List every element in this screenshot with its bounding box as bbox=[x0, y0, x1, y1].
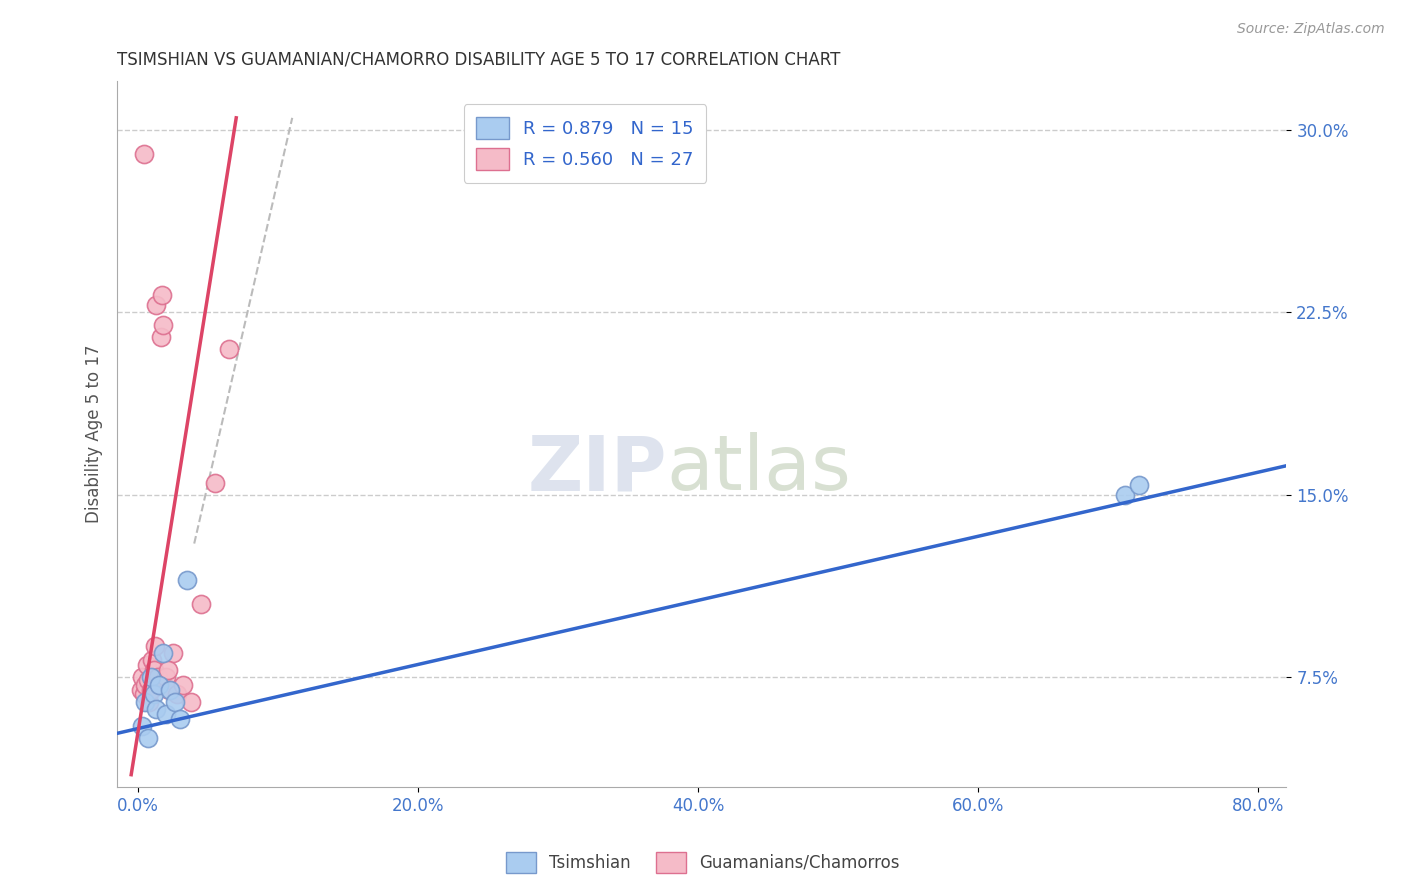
Point bbox=[176, 573, 198, 587]
Text: ZIP: ZIP bbox=[527, 433, 666, 507]
Point bbox=[152, 646, 174, 660]
Point bbox=[129, 682, 152, 697]
Point bbox=[156, 663, 179, 677]
Point bbox=[139, 670, 162, 684]
Point bbox=[131, 719, 153, 733]
Point bbox=[150, 288, 173, 302]
Point bbox=[166, 687, 188, 701]
Point bbox=[134, 678, 156, 692]
Text: atlas: atlas bbox=[666, 433, 852, 507]
Point bbox=[143, 639, 166, 653]
Point bbox=[138, 695, 160, 709]
Point bbox=[159, 682, 181, 697]
Point bbox=[134, 695, 156, 709]
Point bbox=[152, 318, 174, 332]
Point bbox=[148, 678, 170, 692]
Point bbox=[141, 653, 163, 667]
Point bbox=[142, 663, 165, 677]
Point bbox=[155, 706, 177, 721]
Point bbox=[218, 342, 240, 356]
Point bbox=[163, 695, 186, 709]
Point bbox=[139, 682, 162, 697]
Point bbox=[142, 687, 165, 701]
Point bbox=[172, 678, 194, 692]
Point bbox=[136, 673, 159, 687]
Point bbox=[132, 687, 155, 701]
Point bbox=[180, 695, 202, 709]
Point bbox=[1114, 488, 1136, 502]
Point bbox=[169, 712, 191, 726]
Point bbox=[162, 646, 184, 660]
Point bbox=[145, 702, 167, 716]
Text: Source: ZipAtlas.com: Source: ZipAtlas.com bbox=[1237, 22, 1385, 37]
Point bbox=[146, 670, 169, 684]
Point bbox=[204, 475, 226, 490]
Point bbox=[149, 330, 172, 344]
Point bbox=[136, 731, 159, 746]
Point bbox=[190, 598, 212, 612]
Point bbox=[131, 670, 153, 684]
Point bbox=[157, 682, 180, 697]
Point bbox=[135, 658, 157, 673]
Point bbox=[145, 298, 167, 312]
Legend: R = 0.879   N = 15, R = 0.560   N = 27: R = 0.879 N = 15, R = 0.560 N = 27 bbox=[464, 104, 706, 183]
Legend: Tsimshian, Guamanians/Chamorros: Tsimshian, Guamanians/Chamorros bbox=[499, 846, 907, 880]
Point bbox=[132, 147, 155, 161]
Text: TSIMSHIAN VS GUAMANIAN/CHAMORRO DISABILITY AGE 5 TO 17 CORRELATION CHART: TSIMSHIAN VS GUAMANIAN/CHAMORRO DISABILI… bbox=[117, 51, 841, 69]
Point bbox=[1128, 478, 1150, 492]
Point bbox=[155, 670, 177, 684]
Y-axis label: Disability Age 5 to 17: Disability Age 5 to 17 bbox=[86, 345, 103, 524]
